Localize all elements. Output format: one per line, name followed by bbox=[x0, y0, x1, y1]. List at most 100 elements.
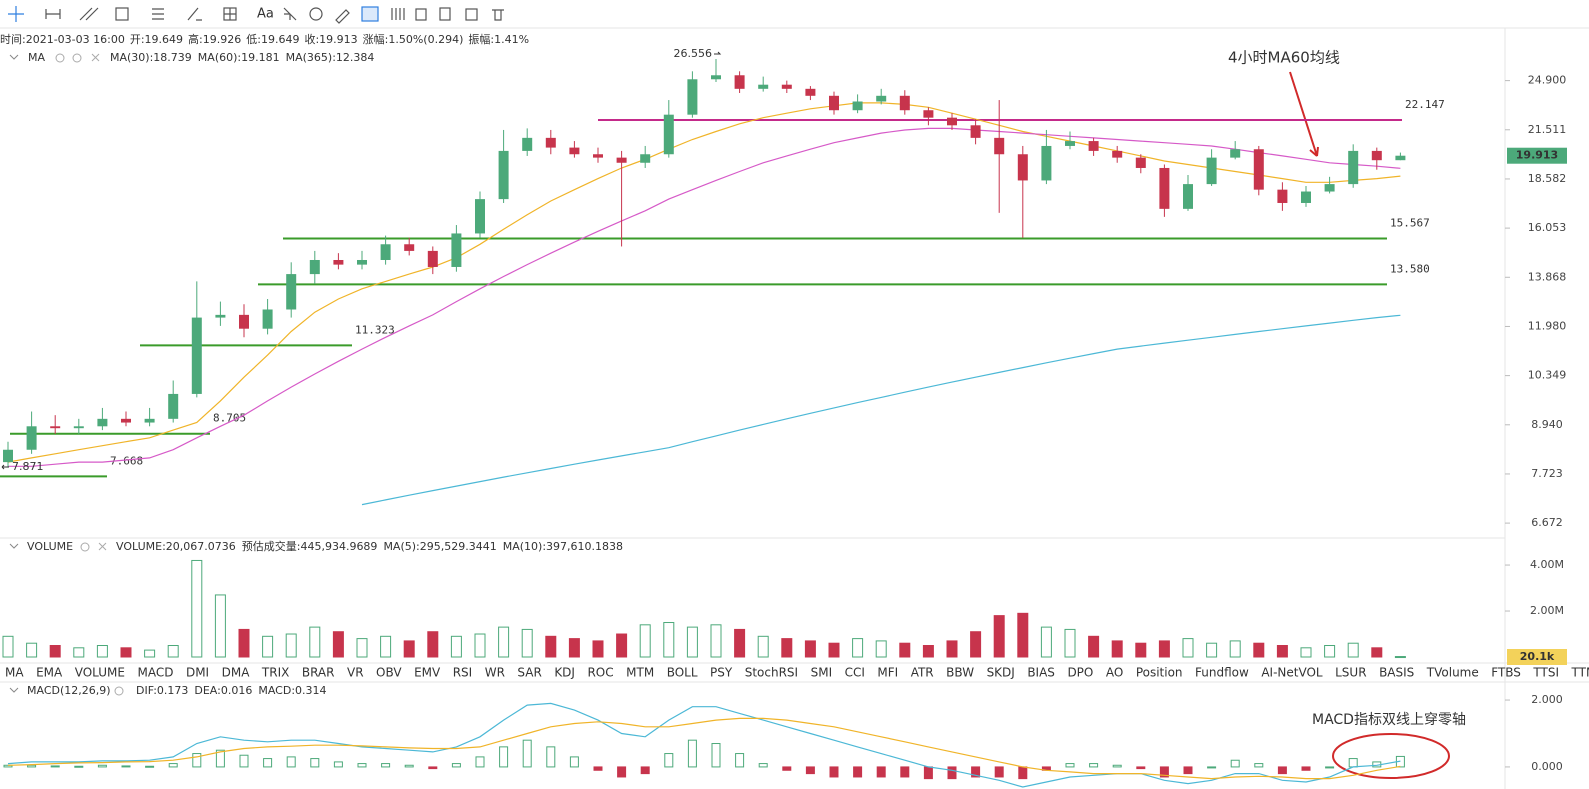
volume-bar bbox=[403, 640, 415, 658]
indicator-name: MA bbox=[28, 51, 45, 64]
indicator-tab[interactable]: PSY bbox=[710, 666, 733, 680]
volume-bar bbox=[96, 645, 108, 658]
indicator-tab[interactable]: SKDJ bbox=[987, 666, 1015, 680]
volume-bar bbox=[1064, 628, 1076, 658]
indicator-tab[interactable]: VR bbox=[347, 666, 364, 680]
indicator-tab[interactable]: FTBS bbox=[1491, 666, 1521, 680]
copy-tool[interactable] bbox=[439, 7, 451, 21]
indicator-tab[interactable]: BIAS bbox=[1027, 666, 1055, 680]
collapse-icon[interactable] bbox=[9, 543, 19, 549]
indicator-tab[interactable]: AO bbox=[1106, 666, 1123, 680]
brush-tool[interactable] bbox=[283, 7, 297, 21]
hide-tool[interactable] bbox=[415, 8, 427, 21]
close-icon[interactable] bbox=[91, 53, 100, 62]
candle-body bbox=[427, 250, 438, 267]
draw-mode[interactable] bbox=[361, 6, 379, 22]
indicator-tab[interactable]: TTMU bbox=[1571, 666, 1589, 680]
indicator-tab[interactable]: VOLUME bbox=[75, 666, 125, 680]
indicator-tab[interactable]: MFI bbox=[877, 666, 898, 680]
volume-bar bbox=[1324, 645, 1336, 658]
ruler-tool[interactable] bbox=[335, 9, 350, 24]
indicator-line bbox=[8, 127, 1401, 467]
volume-bar bbox=[568, 638, 580, 658]
macd-bar bbox=[97, 764, 107, 768]
pattern-tool[interactable] bbox=[187, 7, 202, 21]
magnet-tool[interactable] bbox=[309, 7, 323, 21]
indicator-tab[interactable]: DMA bbox=[222, 666, 251, 680]
indicator-tab[interactable]: LSUR bbox=[1335, 666, 1366, 680]
candle-body bbox=[640, 154, 651, 163]
indicator-tab[interactable]: EMV bbox=[414, 666, 441, 680]
candle-body bbox=[168, 393, 179, 419]
annotation: 4小时MA60均线 bbox=[1228, 49, 1340, 67]
ohlc-info: 开:19.649 bbox=[130, 33, 183, 46]
ohlc-info: 低:19.649 bbox=[246, 33, 299, 46]
collapse-icon[interactable] bbox=[9, 687, 19, 693]
indicator-tab[interactable]: ATR bbox=[911, 666, 934, 680]
indicator-tab[interactable]: TVolume bbox=[1426, 666, 1479, 680]
volume-bar bbox=[474, 633, 486, 658]
indicator-tab[interactable]: OBV bbox=[376, 666, 402, 680]
trend-tool[interactable] bbox=[79, 7, 99, 21]
indicator-tab[interactable]: MTM bbox=[626, 666, 654, 680]
y-tick-label: 8.940 bbox=[1531, 418, 1563, 431]
indicator-tab[interactable]: SAR bbox=[517, 666, 541, 680]
shape-tool[interactable] bbox=[115, 7, 129, 21]
settings-icon[interactable] bbox=[72, 53, 82, 63]
macd-bar bbox=[687, 739, 697, 768]
volume-bar bbox=[781, 638, 793, 658]
crosshair-tool[interactable] bbox=[8, 6, 24, 22]
indicator-tab[interactable]: SMI bbox=[811, 666, 833, 680]
fib-tool[interactable] bbox=[152, 8, 164, 20]
candle-body bbox=[758, 84, 769, 89]
candle-body bbox=[3, 449, 13, 463]
line-tool[interactable] bbox=[45, 9, 61, 19]
candle-body bbox=[994, 137, 1005, 155]
candle-body bbox=[829, 95, 839, 111]
settings-icon[interactable] bbox=[80, 542, 90, 552]
indicator-tab[interactable]: DPO bbox=[1067, 666, 1093, 680]
macd-bar bbox=[215, 749, 225, 768]
indicator-tab[interactable]: TTSI bbox=[1532, 666, 1559, 680]
candle-body bbox=[923, 110, 934, 118]
indicator-tab[interactable]: EMA bbox=[36, 666, 63, 680]
indicator-tab[interactable]: Fundflow bbox=[1195, 666, 1249, 680]
eye-icon[interactable] bbox=[55, 53, 65, 63]
indicator-tab[interactable]: KDJ bbox=[554, 666, 575, 680]
indicator-tab[interactable]: BOLL bbox=[667, 666, 698, 680]
indicator-tab[interactable]: StochRSI bbox=[745, 666, 798, 680]
legend-item: MA(60):19.181 bbox=[198, 51, 280, 64]
indicator-tab[interactable]: MA bbox=[5, 666, 24, 680]
lock-tool[interactable] bbox=[391, 8, 405, 20]
indicator-tab[interactable]: ROC bbox=[587, 666, 613, 680]
indicator-tab[interactable]: CCI bbox=[845, 666, 865, 680]
macd-bar bbox=[168, 763, 178, 768]
settings-icon[interactable] bbox=[114, 686, 124, 696]
indicator-tab[interactable]: MACD bbox=[137, 666, 173, 680]
candle-body bbox=[121, 418, 131, 423]
font-button[interactable]: Aa bbox=[257, 7, 274, 22]
y-tick-label: 7.723 bbox=[1531, 467, 1563, 480]
macd-bar bbox=[121, 765, 131, 768]
indicator-tab[interactable]: BASIS bbox=[1379, 666, 1414, 680]
annotation-arrow bbox=[1289, 71, 1319, 157]
indicator-tab[interactable]: BRAR bbox=[302, 666, 335, 680]
indicator-tab[interactable]: RSI bbox=[453, 666, 473, 680]
indicator-tab[interactable]: Position bbox=[1136, 666, 1183, 680]
delete-tool[interactable] bbox=[492, 9, 504, 21]
candle-body bbox=[97, 418, 108, 427]
macd-bar bbox=[50, 765, 60, 768]
macd-bar bbox=[192, 753, 202, 768]
indicator-tab[interactable]: TRIX bbox=[261, 666, 289, 680]
indicator-tab[interactable]: WR bbox=[485, 666, 505, 680]
price-level-label: 22.147 bbox=[1405, 98, 1445, 111]
macd-info: DEA:0.016 bbox=[194, 684, 252, 697]
close-icon[interactable] bbox=[98, 542, 107, 551]
y-tick-label: 16.053 bbox=[1528, 221, 1567, 234]
collapse-icon[interactable] bbox=[9, 54, 19, 60]
volume-bar bbox=[1040, 626, 1052, 658]
indicator-tab[interactable]: DMI bbox=[186, 666, 209, 680]
indicator-tab[interactable]: BBW bbox=[946, 666, 974, 680]
layers-tool[interactable] bbox=[465, 8, 478, 21]
indicator-tab[interactable]: AI-NetVOL bbox=[1261, 666, 1323, 680]
